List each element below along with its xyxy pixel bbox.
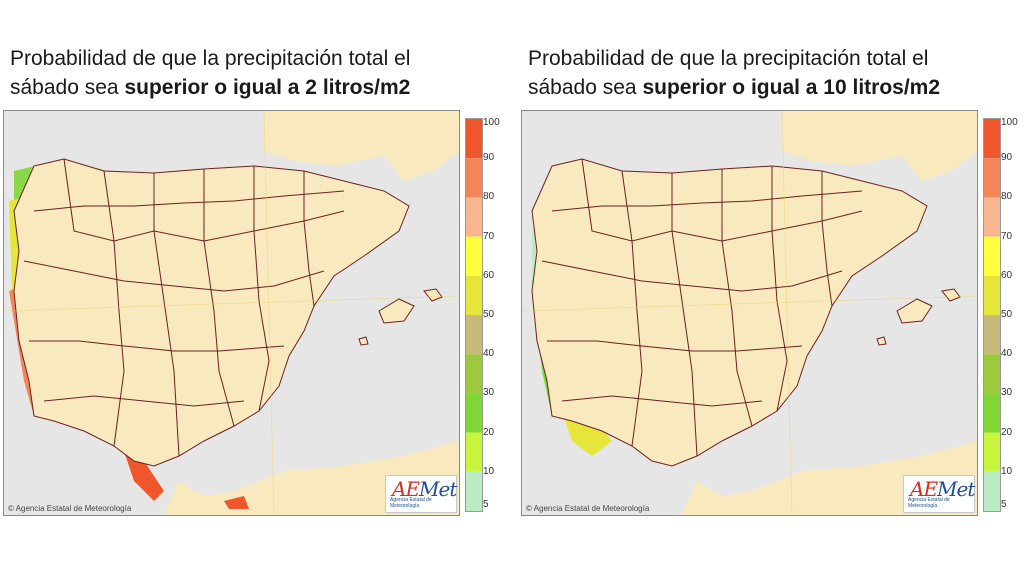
probability-legend: 100 90 80 70 60 50 40 30 20 10 5 — [465, 118, 500, 512]
legend-swatch — [466, 393, 482, 433]
legend-swatch — [984, 315, 1000, 355]
legend-swatch — [984, 158, 1000, 198]
title-line-2: sábado sea superior o igual a 2 litros/m… — [10, 76, 411, 99]
legend-label: 10 — [1001, 465, 1013, 477]
logo-subtitle: Agencia Estatal de Meteorología — [390, 497, 432, 509]
legend-label: 20 — [483, 426, 495, 438]
legend-label: 70 — [483, 230, 495, 242]
legend-swatch — [984, 354, 1000, 394]
legend-label: 100 — [1001, 117, 1018, 128]
legend-color-bar — [983, 118, 1001, 512]
legend-label: 20 — [1001, 426, 1013, 438]
legend-swatch — [466, 197, 482, 237]
legend-label: 50 — [1001, 309, 1013, 320]
iberia-map — [522, 111, 977, 515]
legend-swatch — [466, 236, 482, 276]
map-panel-right: Probabilidad de que la precipitación tot… — [518, 0, 1018, 576]
logo-wordmark: AEMet — [392, 477, 457, 501]
legend-label: 60 — [483, 269, 495, 281]
legend-color-bar — [465, 118, 483, 512]
panel-title: Probabilidad de que la precipitación tot… — [528, 44, 1008, 102]
legend-label: 10 — [483, 465, 495, 477]
title-line-1: Probabilidad de que la precipitación tot… — [528, 47, 929, 70]
legend-label: 90 — [483, 152, 495, 164]
probability-legend: 100 90 80 70 60 50 40 30 20 10 5 — [983, 118, 1018, 512]
aemet-logo: AEMet Agencia Estatal de Meteorología — [903, 475, 975, 513]
legend-label: 30 — [1001, 387, 1013, 399]
legend-swatch — [466, 158, 482, 198]
legend-label: 5 — [483, 499, 489, 510]
aemet-logo: AEMet Agencia Estatal de Meteorología — [385, 475, 457, 513]
legend-swatch — [984, 197, 1000, 237]
legend-label: 5 — [1001, 499, 1007, 510]
logo-wordmark: AEMet — [910, 477, 975, 501]
legend-swatch — [466, 275, 482, 315]
legend-label: 60 — [1001, 269, 1013, 281]
legend-swatch — [466, 432, 482, 472]
legend-swatch — [466, 471, 482, 511]
legend-swatch — [984, 432, 1000, 472]
legend-label: 40 — [483, 348, 495, 360]
legend-label: 70 — [1001, 230, 1013, 242]
probability-map: © Agencia Estatal de Meteorología AEMet … — [3, 110, 460, 516]
legend-swatch — [984, 393, 1000, 433]
legend-swatch — [984, 471, 1000, 511]
probability-map: © Agencia Estatal de Meteorología AEMet … — [521, 110, 978, 516]
iberia-map — [4, 111, 459, 515]
credit-text: © Agencia Estatal de Meteorología — [8, 504, 132, 513]
legend-swatch — [984, 236, 1000, 276]
title-line-2: sábado sea superior o igual a 10 litros/… — [528, 76, 941, 99]
panel-title: Probabilidad de que la precipitación tot… — [10, 44, 490, 102]
credit-text: © Agencia Estatal de Meteorología — [526, 504, 650, 513]
legend-label: 50 — [483, 309, 495, 320]
logo-subtitle: Agencia Estatal de Meteorología — [908, 497, 950, 509]
legend-swatches — [466, 119, 482, 511]
title-threshold: superior o igual a 10 litros/m2 — [642, 76, 941, 99]
legend-swatches — [984, 119, 1000, 511]
legend-swatch — [466, 119, 482, 159]
title-threshold: superior o igual a 2 litros/m2 — [124, 76, 411, 99]
legend-label: 80 — [483, 191, 495, 203]
map-panel-left: Probabilidad de que la precipitación tot… — [0, 0, 500, 576]
legend-label: 90 — [1001, 152, 1013, 164]
legend-swatch — [984, 119, 1000, 159]
legend-swatch — [466, 315, 482, 355]
legend-label: 100 — [483, 117, 500, 128]
legend-swatch — [984, 275, 1000, 315]
legend-label: 40 — [1001, 348, 1013, 360]
title-line-1: Probabilidad de que la precipitación tot… — [10, 47, 411, 70]
legend-label: 80 — [1001, 191, 1013, 203]
legend-label: 30 — [483, 387, 495, 399]
legend-swatch — [466, 354, 482, 394]
